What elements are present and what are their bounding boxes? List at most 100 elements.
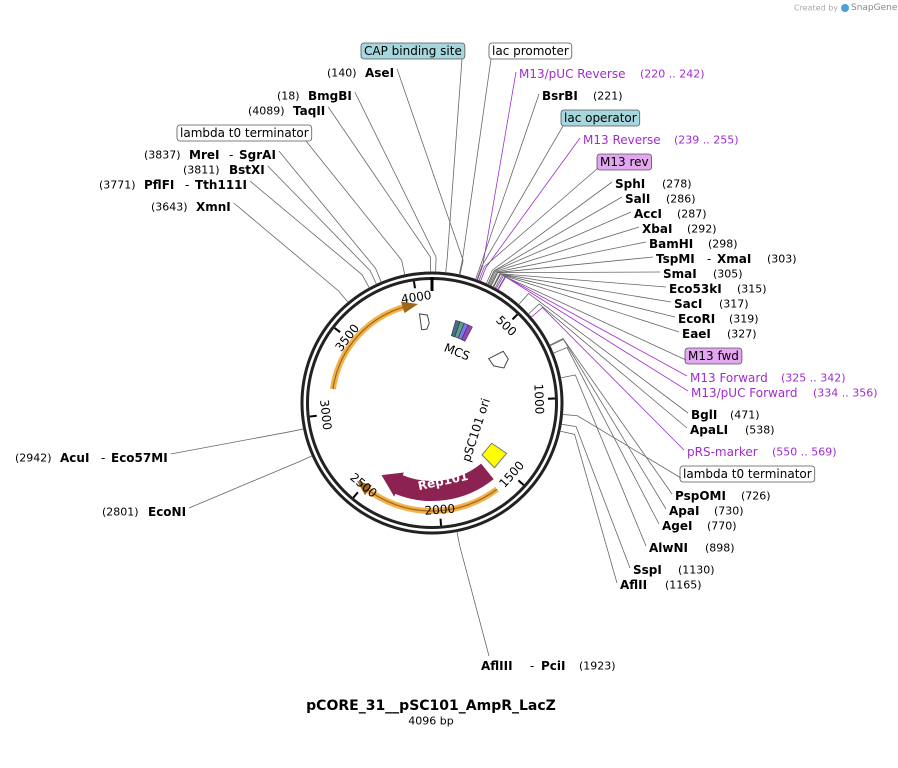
enzyme-name: AccI xyxy=(634,207,662,221)
site-position: (471) xyxy=(730,409,760,422)
leader-line xyxy=(496,276,687,376)
leader-line xyxy=(189,456,312,508)
enzyme-name: BglI xyxy=(691,408,717,422)
leader-line xyxy=(560,431,617,583)
site-position: (303) xyxy=(767,253,797,266)
enzyme-name: PflFI xyxy=(144,178,174,192)
enzyme-name: TaqII xyxy=(293,104,325,118)
enzyme-name: AflII xyxy=(620,578,647,592)
site-position: (770) xyxy=(707,520,737,533)
enzyme-name: AgeI xyxy=(662,519,692,533)
site-position: (538) xyxy=(745,424,775,437)
enzyme-name: BstXI xyxy=(229,163,265,177)
site-position: (319) xyxy=(729,313,759,326)
enzyme-name: MreI xyxy=(189,148,219,162)
leader-line xyxy=(328,107,430,272)
leader-line xyxy=(268,166,377,284)
feature-range: (220 .. 242) xyxy=(640,68,705,81)
leader-line xyxy=(234,203,348,302)
leader-line xyxy=(550,339,672,494)
logo xyxy=(841,4,849,12)
site-position: (286) xyxy=(666,193,696,206)
site-position: (292) xyxy=(687,223,717,236)
feature-box-label: lambda t0 terminator xyxy=(683,467,812,481)
ring-tick xyxy=(353,492,357,497)
leader-line xyxy=(306,141,405,275)
leader-line xyxy=(171,429,304,454)
site-position: (730) xyxy=(714,505,744,518)
credit-brand: SnapGene xyxy=(851,3,898,13)
ring-tick xyxy=(335,328,341,332)
ring-tick xyxy=(414,281,415,288)
leader-line xyxy=(561,375,646,546)
length: 4096 bp xyxy=(408,715,453,728)
enzyme-name: EcoRI xyxy=(678,312,715,326)
feature-box-label: CAP binding site xyxy=(364,44,462,58)
mcs-label: MCS xyxy=(442,341,472,364)
site-position: (1130) xyxy=(678,564,715,577)
enzyme-name: EaeI xyxy=(682,327,711,341)
site-position: (140) xyxy=(327,67,357,80)
ring-tick-label: 4000 xyxy=(400,288,432,306)
enzyme-name: Eco57MI xyxy=(111,451,168,465)
leader-line xyxy=(446,59,462,273)
enzyme-name: PciI xyxy=(541,659,566,673)
enzyme-name: XmaI xyxy=(717,252,751,266)
site-position: (3837) xyxy=(144,149,181,162)
feature-box-label: lac operator xyxy=(564,111,637,125)
leader-line xyxy=(488,212,631,284)
enzyme-name: Eco53kI xyxy=(669,282,722,296)
leader-line xyxy=(493,274,671,302)
site-position: (278) xyxy=(662,178,692,191)
enzyme-name: SgrAI xyxy=(239,148,276,162)
feature-name: M13/pUC Reverse xyxy=(519,67,626,81)
site-position: (898) xyxy=(705,542,735,555)
site-position: (315) xyxy=(737,283,767,296)
site-position: (327) xyxy=(727,328,757,341)
site-position: (3771) xyxy=(99,179,136,192)
feature-box-label: lac promoter xyxy=(492,44,569,58)
site-position: (317) xyxy=(719,298,749,311)
site-position: (3811) xyxy=(183,164,220,177)
feature-name: M13/pUC Forward xyxy=(691,386,798,400)
site-position: (287) xyxy=(677,208,707,221)
feature-box-label: M13 fwd xyxy=(688,349,739,363)
leader-line xyxy=(550,339,666,509)
leader-line xyxy=(480,138,580,281)
leader-line xyxy=(355,92,436,272)
site-position: (3643) xyxy=(151,201,188,214)
enzyme-name: XbaI xyxy=(642,222,672,236)
enzyme-name: Tth111I xyxy=(195,178,247,192)
site-position: (221) xyxy=(593,90,623,103)
separator: - xyxy=(101,451,105,465)
enzyme-name: AcuI xyxy=(60,451,89,465)
feature-name: pRS-marker xyxy=(687,445,758,459)
leader-line xyxy=(563,414,681,478)
enzyme-name: SphI xyxy=(615,177,645,191)
leader-line xyxy=(495,275,679,332)
feature-range: (239 .. 255) xyxy=(674,134,739,147)
separator: - xyxy=(229,148,233,162)
enzyme-name: AflIII xyxy=(481,659,513,673)
leader-line xyxy=(553,348,659,524)
leader-line xyxy=(561,424,630,568)
site-position: (305) xyxy=(713,268,743,281)
ring-tick-label: 3000 xyxy=(317,399,334,431)
title: pCORE_31__pSC101_AmpR_LacZ xyxy=(306,698,556,714)
enzyme-name: BamHI xyxy=(649,237,693,251)
enzyme-name: BmgBI xyxy=(308,89,352,103)
feature-range: (334 .. 356) xyxy=(813,387,878,400)
ring-tick-label: 1000 xyxy=(531,384,546,415)
enzyme-name: ApaI xyxy=(669,504,699,518)
enzyme-name: BsrBI xyxy=(542,89,578,103)
site-position: (2942) xyxy=(15,452,52,465)
leader-line xyxy=(477,72,516,280)
ori-box xyxy=(482,443,507,467)
ring-tick-label: 2000 xyxy=(424,502,455,518)
outline-arrow xyxy=(489,351,508,368)
separator: - xyxy=(707,252,711,266)
ring-tick xyxy=(310,416,317,417)
credit-prefix: Created by xyxy=(794,4,838,13)
separator: - xyxy=(530,659,534,673)
